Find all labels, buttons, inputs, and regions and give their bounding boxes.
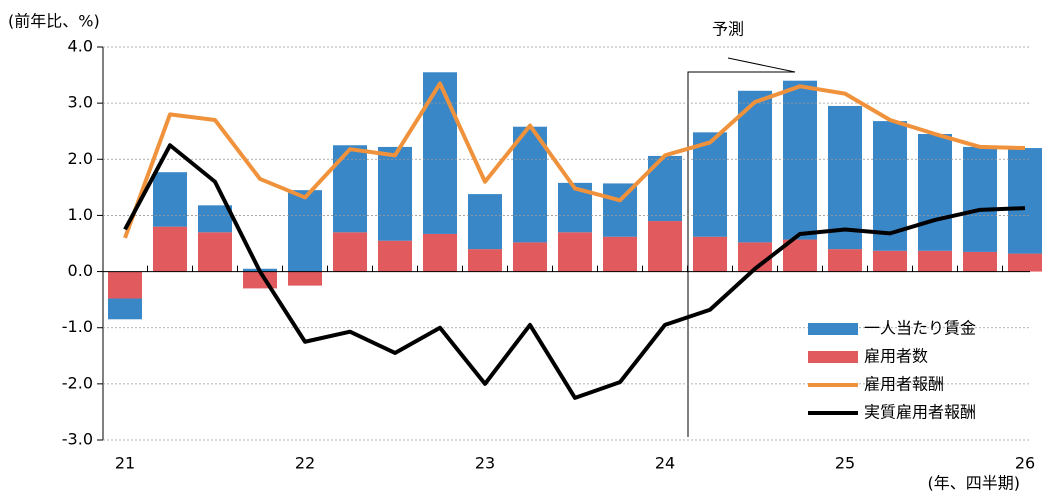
legend-label: 雇用者数: [864, 347, 928, 366]
line: [123, 81, 1026, 239]
bar: [513, 126, 547, 243]
legend-swatch: [808, 323, 858, 335]
bar: [1008, 253, 1042, 272]
bar: [963, 146, 997, 252]
bar: [648, 221, 682, 272]
bar: [108, 298, 142, 320]
y-tick-label: 2.0: [68, 149, 93, 168]
x-tick-label: 26: [1015, 454, 1035, 473]
y-axis-label: (前年比、%): [8, 12, 100, 31]
forecast-marker: [687, 57, 796, 437]
x-tick-label: 22: [295, 454, 315, 473]
bar: [108, 271, 142, 299]
forecast-label: 予測: [712, 20, 744, 39]
y-tick-label: 0.0: [68, 261, 93, 280]
bar: [378, 146, 412, 241]
bar: [288, 271, 322, 286]
x-tick-label: 24: [655, 454, 675, 473]
bar: [423, 72, 457, 234]
y-tick-label: -1.0: [62, 317, 93, 336]
line: [123, 143, 1026, 400]
bar: [873, 250, 907, 272]
x-tick-label: 21: [115, 454, 135, 473]
x-tick-label: 25: [835, 454, 855, 473]
bar: [693, 132, 727, 237]
y-tick-label: 3.0: [68, 93, 93, 112]
bar: [153, 226, 187, 272]
bar: [153, 172, 187, 227]
bar: [828, 249, 862, 272]
bar: [783, 80, 817, 240]
y-tick-label: -3.0: [62, 430, 93, 449]
bar: [198, 205, 232, 233]
y-tick-label: -2.0: [62, 373, 93, 392]
x-tick-label: 23: [475, 454, 495, 473]
bar: [558, 232, 592, 272]
bar: [603, 183, 637, 237]
y-tick-label: 4.0: [68, 37, 93, 56]
bar: [828, 105, 862, 250]
bar: [963, 251, 997, 272]
bar: [693, 236, 727, 272]
bar: [1008, 148, 1042, 254]
bar: [603, 236, 637, 272]
bar: [918, 250, 952, 272]
x-axis-label: (年、四半期): [928, 474, 1021, 493]
legend-swatch: [808, 351, 858, 363]
bar: [468, 249, 502, 272]
legend-label: 雇用者報酬: [864, 375, 944, 394]
legend-label: 一人当たり賃金: [864, 319, 976, 338]
bar: [423, 233, 457, 272]
bar: [288, 190, 322, 272]
bar: [333, 145, 367, 233]
bar: [468, 194, 502, 250]
bar: [378, 240, 412, 272]
bar: [198, 232, 232, 272]
bar: [333, 232, 367, 272]
bar: [918, 134, 952, 251]
bar: [513, 242, 547, 272]
bar: [738, 90, 772, 243]
legend-label: 実質雇用者報酬: [864, 403, 976, 422]
y-tick-label: 1.0: [68, 205, 93, 224]
